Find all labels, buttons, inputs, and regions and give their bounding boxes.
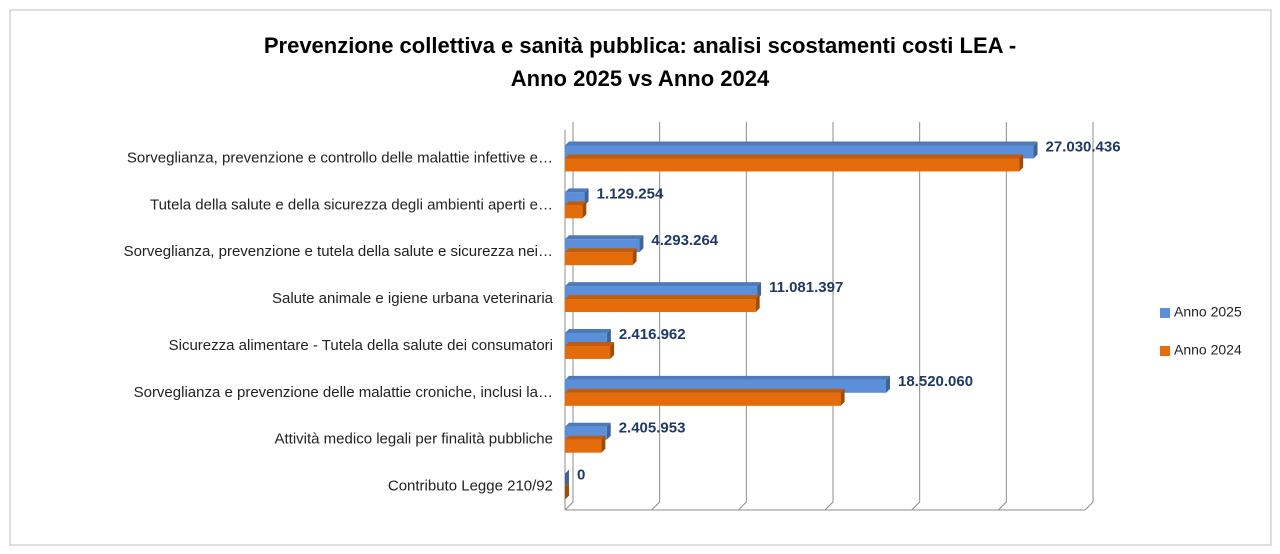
- category-label: Tutela della salute e della sicurezza de…: [150, 196, 553, 213]
- bar-side: [886, 375, 891, 393]
- bar-side: [606, 422, 611, 440]
- grid-line: [824, 122, 834, 511]
- bar-top: [565, 248, 637, 253]
- bar-top: [565, 295, 760, 300]
- bar-side: [606, 328, 611, 346]
- value-label: 2.416.962: [619, 326, 686, 343]
- value-label: 11.081.397: [769, 279, 843, 296]
- chart-frame: [9, 9, 1272, 546]
- bar-top: [565, 188, 589, 193]
- bar-side: [582, 201, 587, 219]
- bar-side: [755, 295, 760, 313]
- bar-side: [1033, 141, 1038, 159]
- category-label: Sicurezza alimentare - Tutela della salu…: [169, 337, 553, 354]
- bar-side: [565, 469, 569, 487]
- chart-subtitle: Anno 2025 vs Anno 2024: [511, 66, 770, 91]
- legend-label: Anno 2024: [1174, 342, 1242, 358]
- category-label: Sorveglianza, prevenzione e controllo de…: [127, 149, 553, 166]
- grid-line: [651, 122, 661, 511]
- bar-side: [757, 282, 762, 300]
- category-label: Sorveglianza, prevenzione e tutela della…: [124, 243, 553, 260]
- value-label: 4.293.264: [651, 232, 718, 249]
- category-label: Sorveglianza e prevenzione delle malatti…: [134, 384, 553, 401]
- bar: [565, 252, 633, 266]
- category-label: Salute animale e igiene urbana veterinar…: [272, 290, 554, 307]
- grid-line: [1084, 122, 1094, 511]
- bar-top: [565, 375, 891, 380]
- chart-title: Prevenzione collettiva e sanità pubblica…: [264, 33, 1016, 58]
- bar-top: [565, 435, 606, 440]
- bar: [565, 205, 583, 219]
- bar-top: [565, 328, 611, 333]
- grid-line: [911, 122, 921, 511]
- value-label: 1.129.254: [597, 185, 664, 202]
- grid-line: [997, 122, 1007, 511]
- bar: [565, 439, 602, 453]
- bar-side: [1019, 154, 1024, 172]
- value-label: 18.520.060: [898, 373, 973, 390]
- value-label: 0: [577, 467, 585, 484]
- bar: [565, 392, 841, 406]
- category-label: Attività medico legali per finalità pubb…: [275, 431, 554, 448]
- bar-top: [565, 388, 845, 393]
- bar-top: [565, 282, 762, 287]
- bar-top: [565, 235, 644, 240]
- bar-top: [565, 341, 615, 346]
- bar-top: [565, 141, 1038, 146]
- bar-side: [601, 435, 606, 453]
- bar-side: [639, 235, 644, 253]
- category-label: Contributo Legge 210/92: [388, 478, 553, 495]
- bar: [565, 299, 756, 313]
- grid-line: [737, 122, 747, 511]
- bar-side: [565, 482, 569, 500]
- bar-side: [840, 388, 845, 406]
- bar-side: [584, 188, 589, 206]
- bar-top: [565, 154, 1024, 159]
- bar-top: [565, 201, 587, 206]
- legend-swatch: [1160, 346, 1170, 356]
- legend-label: Anno 2025: [1174, 304, 1242, 320]
- legend-swatch: [1160, 308, 1170, 318]
- bar-top: [565, 422, 611, 427]
- bar-side: [632, 248, 637, 266]
- value-label: 27.030.436: [1046, 138, 1121, 155]
- bar-side: [610, 341, 615, 359]
- bar: [565, 158, 1020, 172]
- value-label: 2.405.953: [619, 420, 686, 437]
- bar: [565, 345, 611, 359]
